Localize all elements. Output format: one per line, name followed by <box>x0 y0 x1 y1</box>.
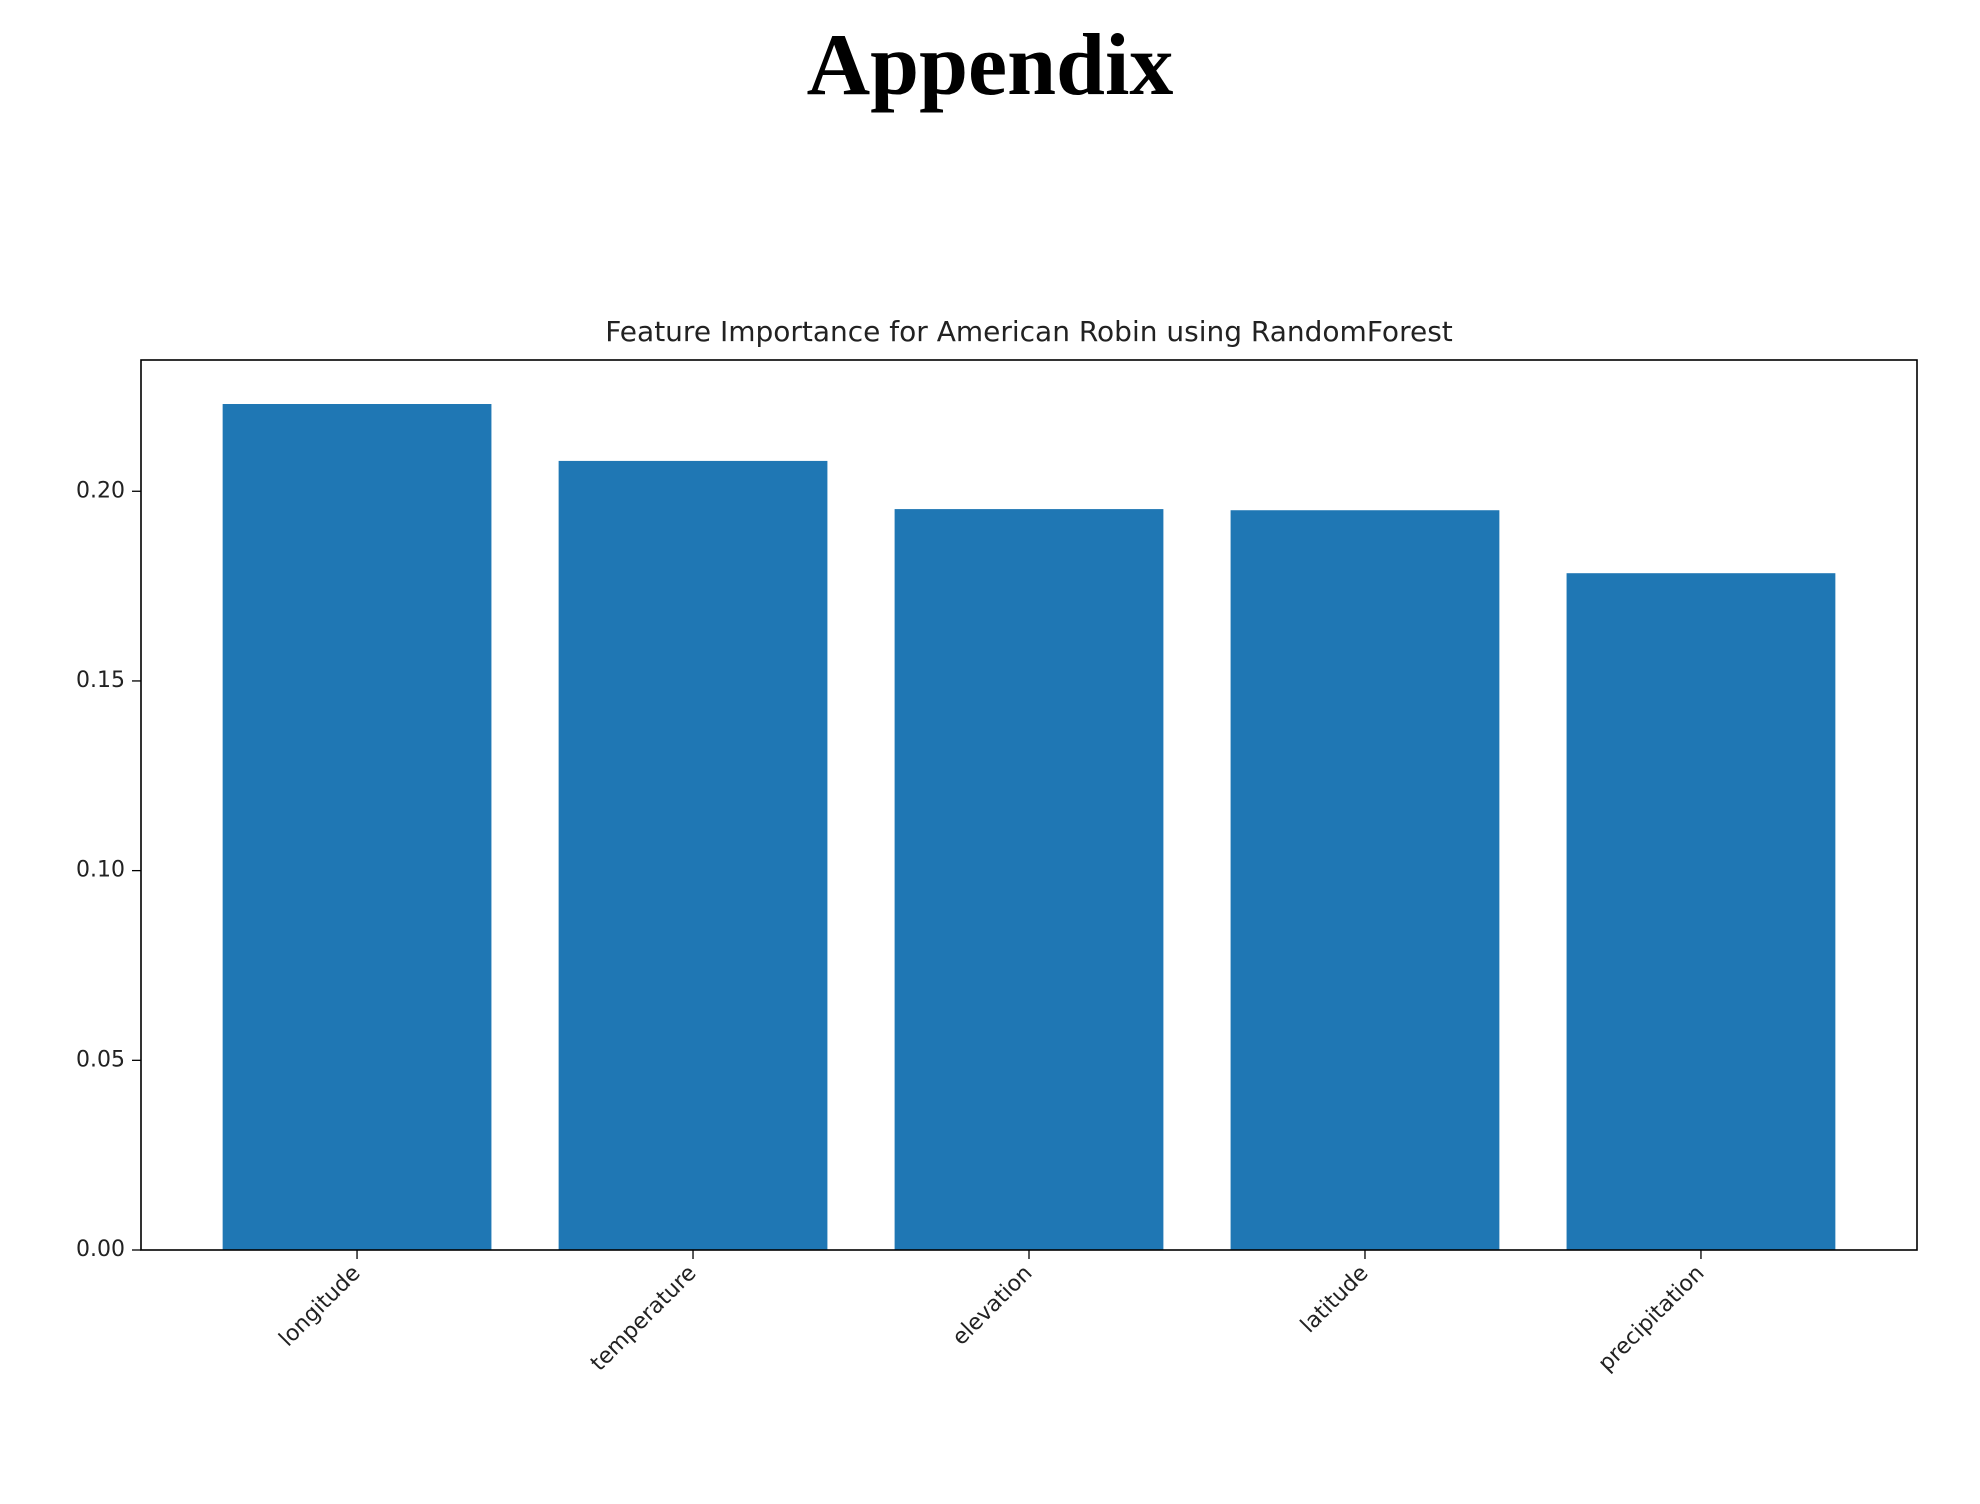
bar <box>1566 573 1836 1250</box>
y-tick-label: 0.10 <box>76 858 125 883</box>
x-tick-label: longitude <box>275 1261 366 1352</box>
bar <box>558 460 828 1250</box>
y-tick-label: 0.05 <box>76 1047 125 1072</box>
x-tick-label: temperature <box>586 1261 701 1376</box>
x-tick-label: latitude <box>1296 1261 1373 1338</box>
chart-title: Feature Importance for American Robin us… <box>605 315 1453 348</box>
y-tick-label: 0.15 <box>76 668 125 693</box>
bar <box>1230 510 1500 1250</box>
x-tick-label: elevation <box>948 1261 1038 1351</box>
bar <box>894 509 1164 1251</box>
bar <box>222 404 492 1250</box>
plot-frame <box>140 359 1918 1251</box>
heading: Appendix <box>807 17 1174 114</box>
y-tick-label: 0.20 <box>76 478 125 503</box>
x-tick-label: precipitation <box>1594 1261 1710 1377</box>
y-tick-label: 0.00 <box>76 1237 125 1262</box>
